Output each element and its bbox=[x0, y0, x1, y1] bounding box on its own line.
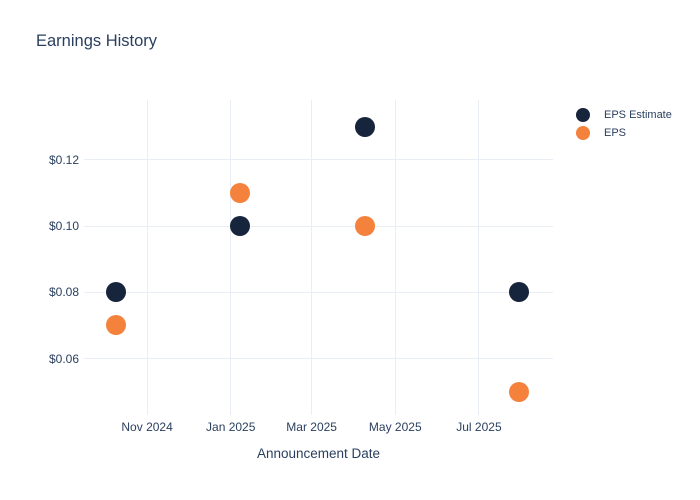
gridline-y bbox=[84, 225, 553, 227]
legend: EPS Estimate EPS bbox=[576, 106, 672, 142]
x-tick-label: Jul 2025 bbox=[456, 420, 502, 434]
gridline-x bbox=[146, 100, 148, 415]
data-point-eps[interactable] bbox=[230, 182, 251, 203]
data-point-eps-estimate[interactable] bbox=[105, 282, 126, 303]
legend-item-eps-estimate[interactable]: EPS Estimate bbox=[576, 106, 672, 124]
data-point-eps[interactable] bbox=[355, 216, 376, 236]
chart-title: Earnings History bbox=[36, 32, 158, 50]
data-point-eps[interactable] bbox=[105, 315, 126, 336]
gridline-x bbox=[478, 100, 480, 415]
gridline-y bbox=[84, 291, 553, 293]
legend-label: EPS bbox=[604, 127, 627, 139]
legend-item-eps[interactable]: EPS bbox=[576, 124, 672, 142]
x-tick-label: Jan 2025 bbox=[206, 420, 256, 434]
legend-swatch-eps-estimate-icon bbox=[576, 108, 590, 122]
gridline-y bbox=[84, 358, 553, 360]
x-tick-label: Mar 2025 bbox=[286, 420, 337, 434]
y-tick-label: $0.06 bbox=[48, 351, 79, 366]
x-tick-label: Nov 2024 bbox=[121, 420, 173, 434]
y-tick-label: $0.08 bbox=[48, 285, 79, 300]
y-tick-label: $0.10 bbox=[48, 219, 79, 233]
data-point-eps[interactable] bbox=[508, 381, 529, 402]
gridline-x bbox=[230, 100, 232, 415]
x-axis-title: Announcement Date bbox=[256, 446, 381, 461]
gridline-y bbox=[84, 159, 553, 161]
legend-swatch-eps-icon bbox=[576, 126, 590, 140]
data-point-eps-estimate[interactable] bbox=[508, 282, 529, 303]
data-point-eps-estimate[interactable] bbox=[355, 116, 376, 137]
gridline-x bbox=[394, 100, 396, 415]
legend-label: EPS Estimate bbox=[604, 109, 672, 121]
y-tick-label: $0.12 bbox=[48, 152, 79, 167]
gridline-x bbox=[311, 100, 313, 415]
data-point-eps-estimate[interactable] bbox=[230, 216, 251, 236]
x-tick-label: May 2025 bbox=[368, 420, 422, 434]
